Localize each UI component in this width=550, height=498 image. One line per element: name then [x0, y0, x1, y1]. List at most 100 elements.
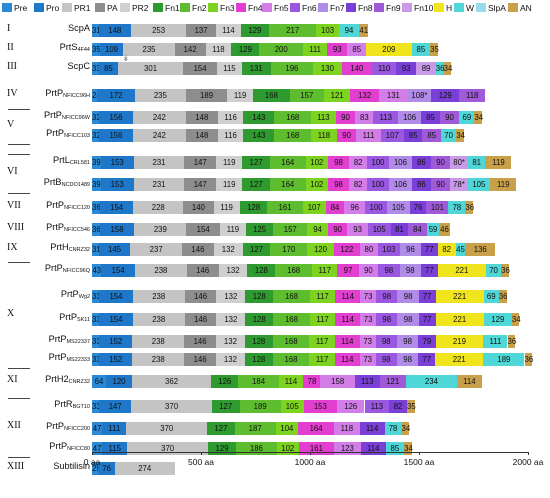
legend-swatch	[346, 3, 356, 12]
protein-label: PrtPNFICC96H	[45, 88, 90, 99]
domain-segment-fn7: 98	[397, 290, 419, 303]
domain-segment-w: 129	[483, 313, 512, 326]
domain-segment-fn2: 168	[275, 264, 312, 277]
domain-segment-h: 221	[435, 290, 484, 303]
domain-segment-fn2: 168	[273, 290, 310, 303]
domain-segment-pro: 172	[97, 89, 135, 102]
domain-segment-an: 35	[407, 400, 416, 413]
domain-segment-fn6: 98	[375, 335, 397, 348]
legend-swatch	[374, 3, 384, 12]
protein-strain: NFICC546	[64, 227, 90, 233]
domain-segment-pr1: 370	[131, 400, 212, 413]
domain-segment-fn4: 153	[303, 400, 338, 413]
domain-segment-an: 46	[439, 223, 450, 236]
domain-segment-pr1: 231	[133, 178, 185, 191]
domain-segment-fn8: 77	[418, 290, 436, 303]
domain-segment-fn7: 106	[388, 156, 412, 169]
domain-segment-fn8: 77	[420, 243, 438, 256]
axis-tick	[419, 452, 420, 455]
domain-segment-fn2: 157	[289, 89, 324, 102]
protein-name: PrtP	[49, 441, 68, 451]
domain-segment-pa: 148	[185, 111, 218, 124]
group-bracket-bottom	[8, 144, 30, 145]
domain-segment-pre: 29	[92, 462, 101, 475]
domain-segment-pro: 115	[102, 442, 128, 455]
protein-strain: SK11	[76, 317, 90, 323]
legend-item-fn1: Fn1	[153, 2, 180, 14]
legend-swatch	[290, 3, 300, 12]
domain-segment-h: 82	[437, 243, 456, 256]
domain-segment-pro: 153	[100, 178, 134, 191]
legend-item-fn10: Fn10	[402, 2, 433, 14]
protein-strain: MS22333	[66, 357, 90, 363]
domain-segment-fn9: 118	[459, 89, 486, 102]
group-label: IX	[7, 242, 18, 253]
domain-segment-fn3: 118	[311, 129, 337, 142]
domain-segment-fn3: 117	[311, 264, 338, 277]
legend-label: Fn7	[330, 3, 345, 13]
protein-name: PrtP	[48, 352, 67, 362]
domain-segment-pa: 146	[184, 353, 217, 366]
domain-segment-fn6: 98	[375, 353, 397, 366]
domain-segment-fn2: 168	[274, 129, 312, 142]
domain-segment-fn5: 73	[360, 290, 377, 303]
protein-label: PrtLCRL581	[53, 155, 90, 166]
domain-segment-pr2: 118	[205, 43, 232, 56]
domain-segment-fn3: 102	[276, 442, 299, 455]
domain-segment-w: 105	[467, 178, 491, 191]
protein-strain: NFICC103	[64, 133, 90, 139]
domain-segment-an: 41	[359, 24, 369, 37]
domain-segment-fn5: 73	[359, 353, 376, 366]
protein-label: PrtPNFICC103	[46, 128, 90, 139]
protein-strain: NFICC96W	[61, 115, 90, 121]
group-label: IV	[7, 88, 18, 99]
protein-label: ScpC	[68, 61, 90, 71]
domain-segment-fn8: 113	[354, 375, 380, 388]
domain-segment-an: 35	[430, 43, 439, 56]
legend-swatch	[476, 3, 486, 12]
domain-segment-pr1: 238	[134, 264, 187, 277]
legend-item-pr2: PR2	[120, 2, 149, 14]
domain-segment-fn2: 187	[234, 422, 276, 435]
protein-name: PrtP	[44, 263, 63, 273]
domain-segment-fn2: 164	[269, 156, 306, 169]
domain-segment-fn1: 127	[242, 156, 270, 169]
legend-item-w: W	[454, 2, 474, 14]
domain-segment-w: 94	[338, 24, 360, 37]
domain-segment-fn2: 164	[269, 178, 306, 191]
domain-segment-fn9: 101	[426, 201, 449, 214]
domain-segment-pre: 24	[92, 89, 101, 102]
domain-segment-fn1: 129	[231, 43, 260, 56]
domain-segment-fn8: 93	[396, 62, 417, 75]
group-label: VIII	[7, 222, 25, 233]
domain-segment-fn4: 140	[341, 62, 373, 75]
domain-segment-w: 85	[411, 43, 431, 56]
domain-segment-an: 34	[443, 62, 453, 75]
domain-segment-pr2: 119	[216, 178, 243, 191]
domain-segment-fn3: 117	[309, 290, 336, 303]
domain-segment-pa: 148	[185, 129, 218, 142]
domain-segment-fn3: 117	[309, 335, 335, 348]
legend-label: Fn5	[274, 3, 289, 13]
domain-segment-fn1: 128	[247, 264, 276, 277]
domain-segment-h: 221	[437, 264, 486, 277]
domain-segment-fn4: 90	[327, 223, 348, 236]
legend-label: Fn9	[386, 3, 401, 13]
legend-label: W	[466, 3, 475, 13]
domain-segment-fn2: 168	[272, 353, 310, 366]
domain-segment-fn6: 98	[376, 313, 398, 326]
domain-segment-fn8: 82	[389, 400, 407, 413]
group-label: II	[7, 42, 14, 53]
domain-segment-fn2: 168	[273, 313, 310, 326]
legend-swatch	[208, 3, 218, 12]
protein-label: PrtPNFICC96W	[44, 110, 90, 121]
protein-strain: CRL581	[69, 160, 90, 166]
group-label: V	[7, 119, 15, 130]
group-bracket-bottom	[8, 193, 30, 194]
domain-segment-pr1: 238	[132, 313, 185, 326]
legend-swatch	[236, 3, 246, 12]
axis-tick-label: 500 aa	[188, 457, 214, 467]
domain-segment-pr1: 242	[132, 111, 186, 124]
axis-tick-label: 1500 aa	[403, 457, 435, 467]
domain-segment-fn9: 84	[408, 223, 427, 236]
